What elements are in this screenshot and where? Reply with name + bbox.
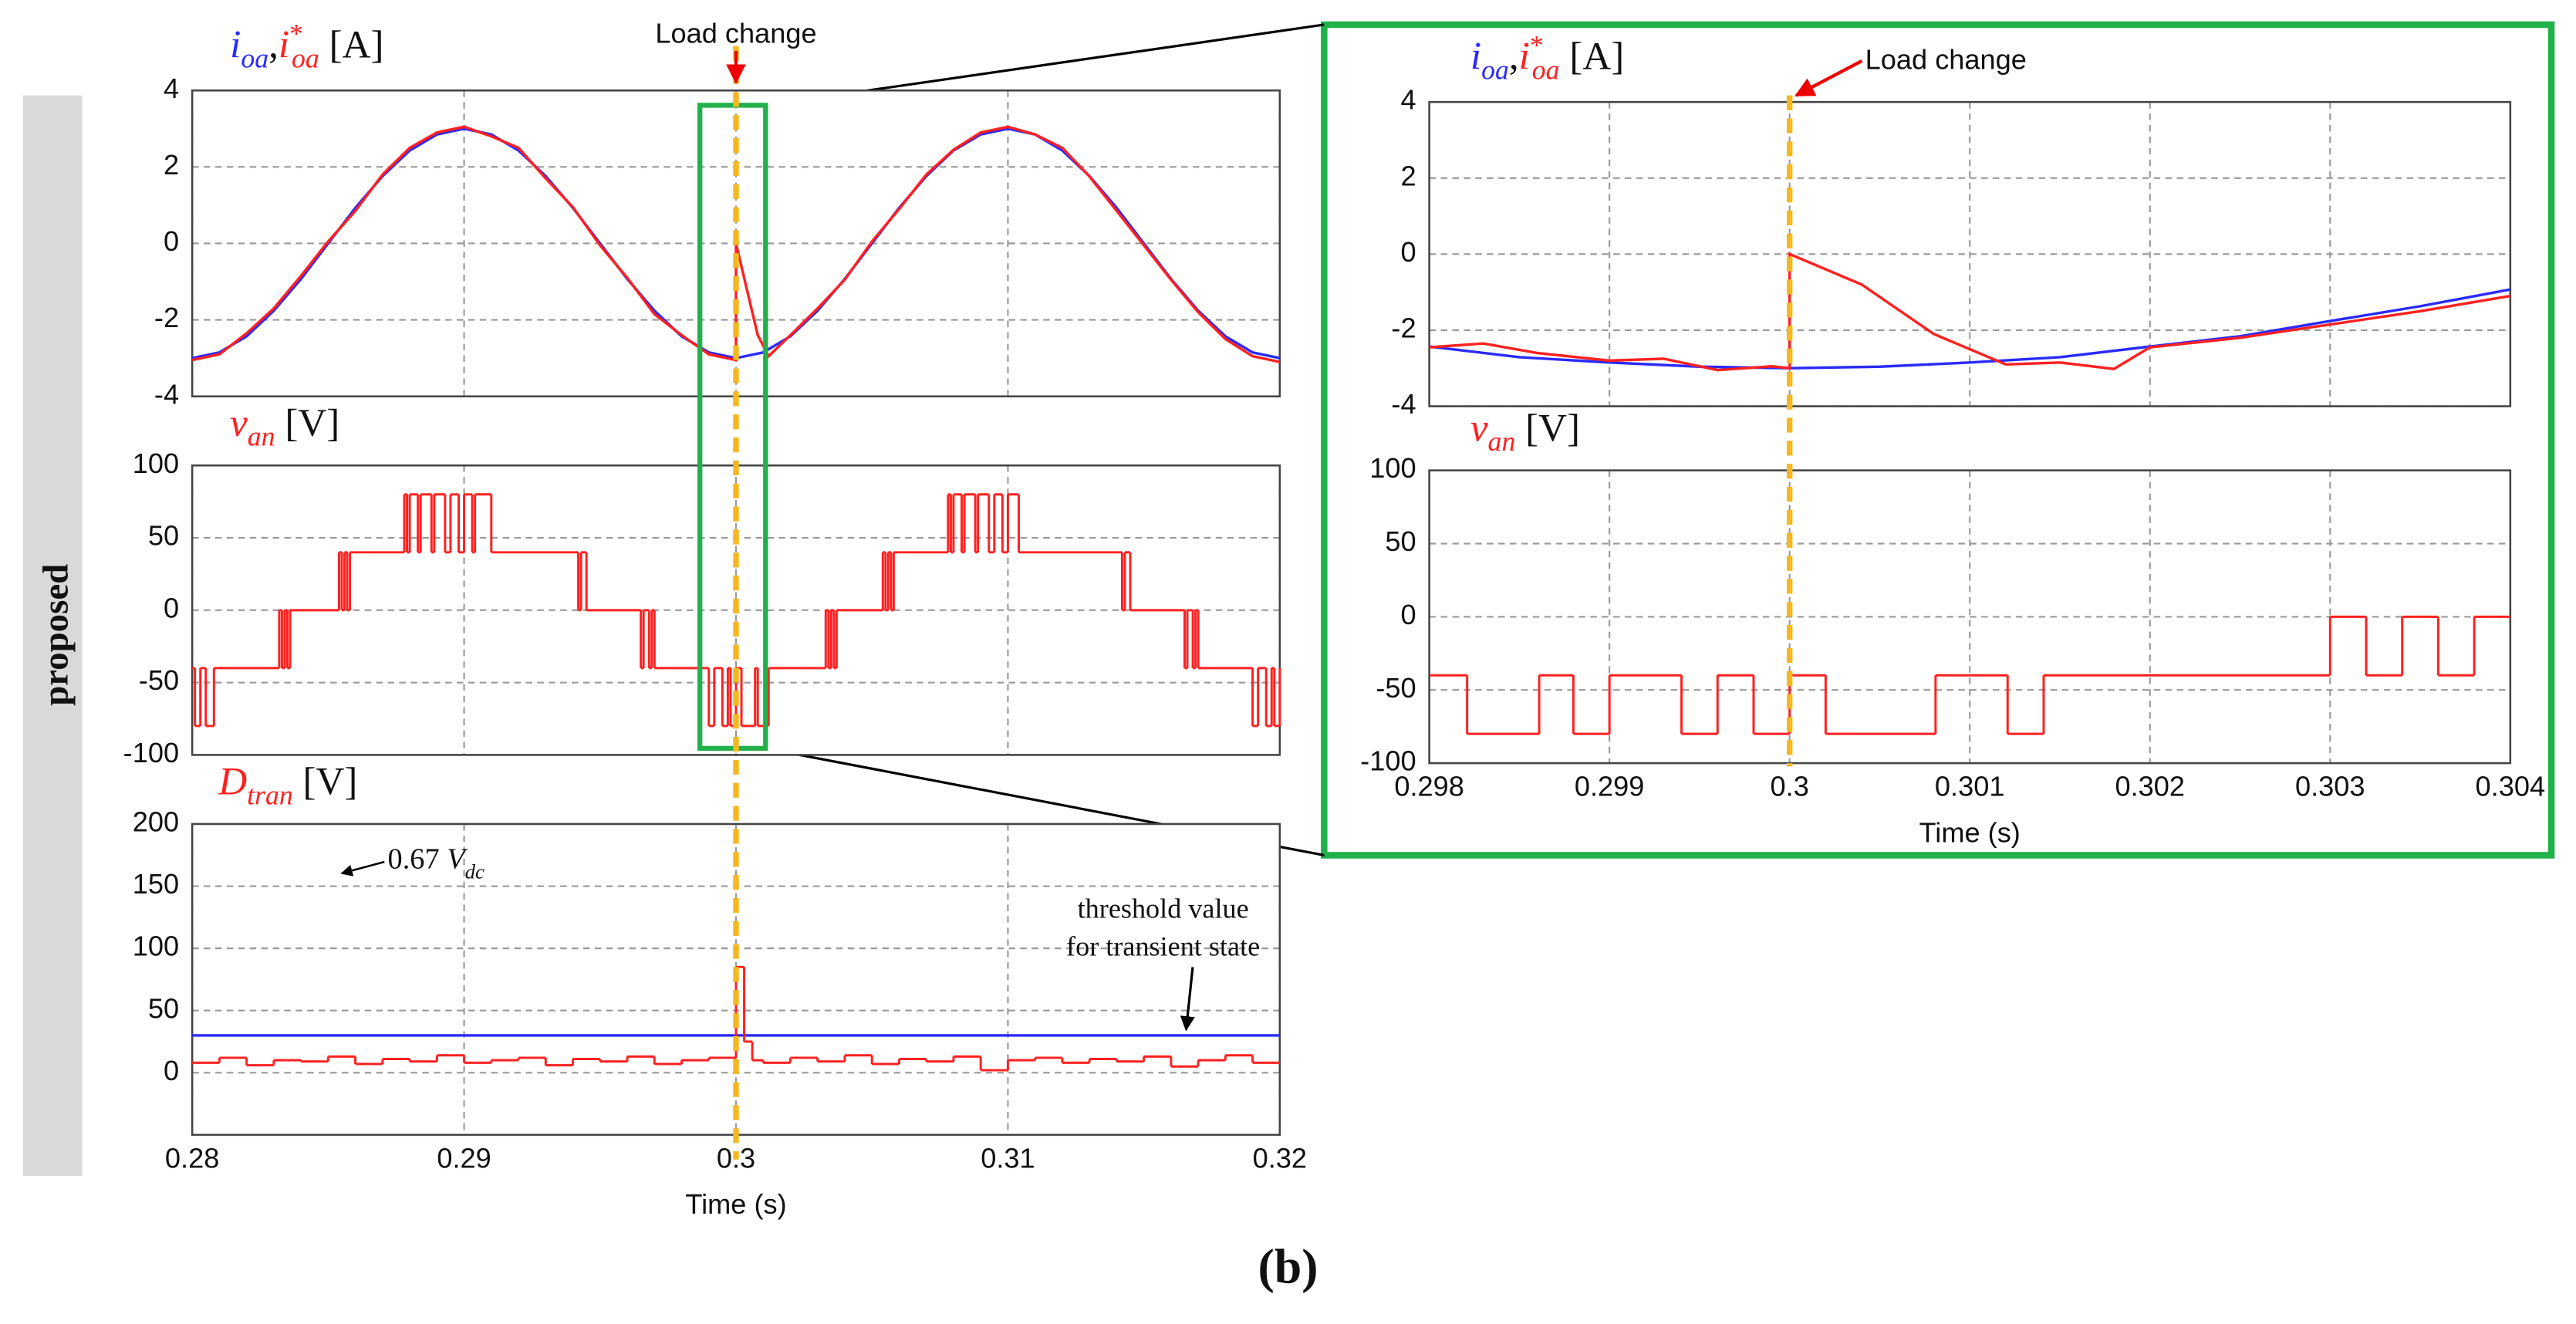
y-tick-label: 0 xyxy=(164,592,179,623)
y-tick-label: 100 xyxy=(133,448,179,479)
series-line xyxy=(191,125,1281,363)
inset-label: 0.67 Vdc xyxy=(388,843,484,883)
y-tick-label: -50 xyxy=(139,664,179,696)
label-sub: oa xyxy=(292,42,319,73)
label-part: [V] xyxy=(293,760,358,804)
label-part: 0.67 xyxy=(388,843,447,876)
y-tick-label: 150 xyxy=(133,868,179,900)
label-sub: tran xyxy=(247,779,293,810)
label-part: [A] xyxy=(319,23,384,67)
caption: (b) xyxy=(1258,1239,1318,1294)
y-tick-label: 50 xyxy=(148,992,179,1024)
zoom-region xyxy=(697,103,768,752)
label-part: V xyxy=(447,843,468,876)
y-tick-label: 2 xyxy=(1400,160,1416,191)
x-tick-label: 0.303 xyxy=(2295,771,2365,802)
x-tick-label: 0.32 xyxy=(1253,1142,1307,1174)
zoom-frame xyxy=(1321,21,2555,859)
label-sub: oa xyxy=(1532,54,1560,85)
y-tick-label: -50 xyxy=(1376,672,1416,704)
event-label: Load change xyxy=(1865,44,2027,76)
label-part: v xyxy=(1470,406,1488,450)
event-arrow xyxy=(1794,59,1863,97)
label-part: D xyxy=(218,760,247,804)
x-tick-label: 0.301 xyxy=(1935,771,2005,802)
label-sub: oa xyxy=(1481,54,1509,85)
series-line xyxy=(1429,252,2511,372)
y-tick-label: 4 xyxy=(164,73,179,104)
label-sub: an xyxy=(248,421,275,452)
chart-title: van [V] xyxy=(1470,406,1580,457)
side-label: proposed xyxy=(35,564,76,706)
label-part: , xyxy=(268,23,279,67)
label-sub: dc xyxy=(465,860,484,883)
y-tick-label: -4 xyxy=(1391,388,1416,420)
y-tick-label: 2 xyxy=(164,149,179,181)
x-tick-label: 0.298 xyxy=(1394,771,1464,802)
chart-title: Dtran [V] xyxy=(218,760,357,811)
label-part: v xyxy=(230,401,248,445)
label-part: [V] xyxy=(1515,406,1580,450)
label-part: i xyxy=(1519,35,1530,79)
y-tick-label: -100 xyxy=(1360,745,1416,777)
y-tick-label: 4 xyxy=(1400,84,1416,116)
chart-title: ioa,i* oa [A] xyxy=(1470,29,1624,85)
x-tick-label: 0.3 xyxy=(1771,771,1809,802)
x-tick-label: 0.302 xyxy=(2115,771,2185,802)
x-tick-label: 0.299 xyxy=(1575,771,1645,802)
y-tick-label: 100 xyxy=(133,931,179,962)
inset-arrow xyxy=(340,860,385,876)
label-sup: * xyxy=(289,18,303,49)
y-tick-label: -100 xyxy=(123,737,179,768)
label-part: [A] xyxy=(1560,35,1625,79)
y-tick-label: 50 xyxy=(1385,525,1416,557)
y-tick-label: 0 xyxy=(164,225,179,257)
y-tick-label: 50 xyxy=(148,520,179,552)
plot-frame xyxy=(1428,100,2512,407)
y-tick-label: 0 xyxy=(1400,236,1416,268)
x-tick-label: 0.29 xyxy=(437,1142,491,1174)
label-part: i xyxy=(230,23,241,67)
x-tick-label: 0.31 xyxy=(981,1142,1035,1174)
y-tick-label: 200 xyxy=(133,806,179,838)
label-sub: oa xyxy=(241,42,268,73)
chart-title: ioa,i* oa [A] xyxy=(230,18,383,73)
label-part: , xyxy=(1509,35,1519,79)
y-tick-label: 100 xyxy=(1369,452,1416,484)
x-axis-label: Time (s) xyxy=(685,1188,786,1220)
y-tick-label: 0 xyxy=(1400,599,1416,630)
note-text: for transient state xyxy=(1066,931,1260,961)
y-tick-label: -2 xyxy=(154,302,179,333)
chart-title: van [V] xyxy=(230,401,339,452)
note-text: threshold value xyxy=(1078,893,1249,924)
label-part: i xyxy=(1470,35,1481,79)
x-tick-label: 0.304 xyxy=(2476,771,2546,802)
label-part: [V] xyxy=(275,401,340,445)
label-sub: an xyxy=(1488,426,1516,457)
y-tick-label: -2 xyxy=(1391,312,1416,343)
y-tick-label: 0 xyxy=(164,1055,179,1086)
series-line xyxy=(1429,288,2511,370)
x-tick-label: 0.28 xyxy=(165,1142,219,1174)
side-bar xyxy=(22,95,83,1177)
event-label: Load change xyxy=(655,17,816,49)
y-tick-label: -4 xyxy=(154,378,179,410)
note-arrow xyxy=(1180,967,1195,1032)
label-sup: * xyxy=(1530,29,1544,60)
label-part: i xyxy=(279,23,289,67)
x-axis-label: Time (s) xyxy=(1919,816,2021,848)
